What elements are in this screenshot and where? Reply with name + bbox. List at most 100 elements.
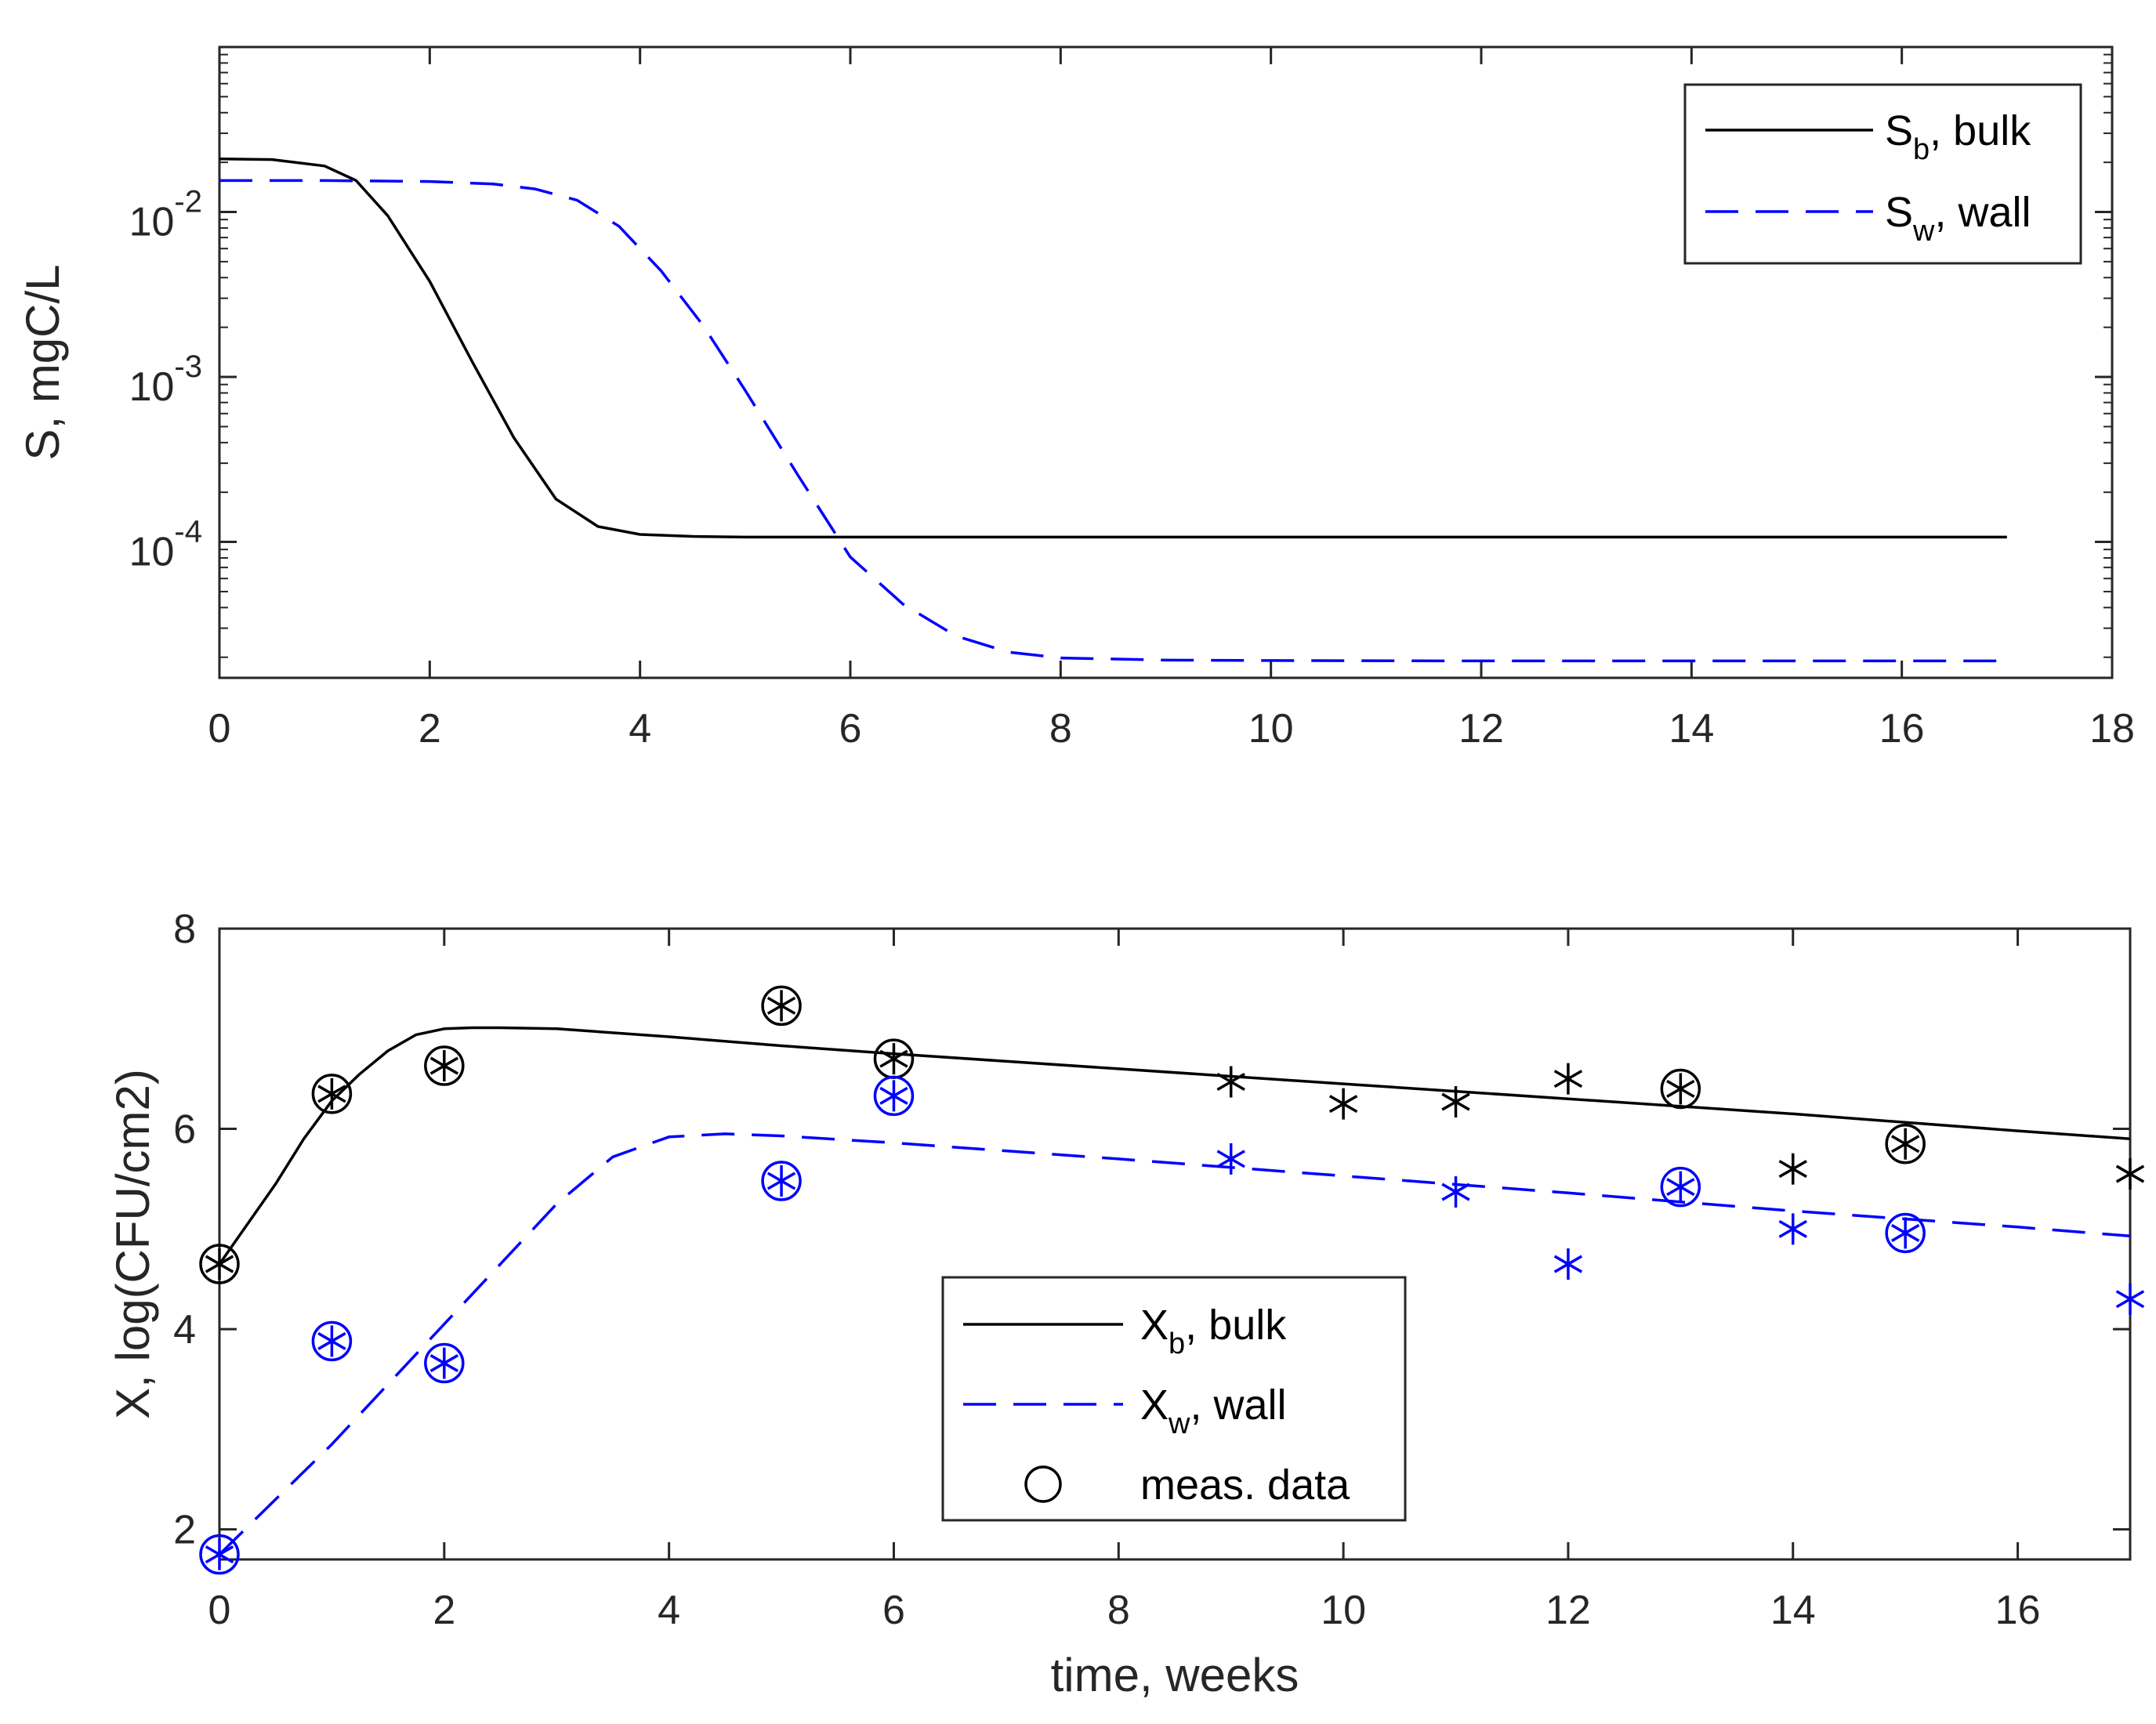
bottom-meas-bulk-point-star-stroke: [205, 1255, 234, 1273]
top-xtick-label: 14: [1669, 706, 1714, 752]
bottom-meas-bulk-point: [1216, 1066, 1245, 1098]
bottom-meas-bulk-point: [311, 1074, 353, 1114]
bottom-meas-bulk-point-star-stroke: [879, 1049, 908, 1068]
bottom-meas-wall-point-star-stroke: [1890, 1223, 1920, 1242]
bottom-meas-wall-point-circle: [761, 1161, 802, 1201]
top-xtick-label: 12: [1458, 706, 1504, 752]
bottom-xtick-label: 0: [208, 1588, 231, 1633]
bottom-legend-marker: [1024, 1465, 1062, 1503]
bottom-meas-bulk-point-star-stroke: [1666, 1079, 1695, 1098]
bottom-meas-bulk-point-star-stroke: [1216, 1072, 1245, 1092]
bottom-meas-wall-point-circle: [424, 1342, 465, 1384]
bottom-meas-wall-point-star-stroke: [1441, 1183, 1470, 1201]
bottom-xtick-label: 6: [882, 1588, 905, 1633]
bottom-meas-bulk-point: [1778, 1153, 1807, 1185]
bottom-xtick-label: 4: [658, 1588, 680, 1633]
top-ytick-label: 10-3: [129, 350, 202, 410]
bottom-meas-bulk-point-star-stroke: [1441, 1092, 1470, 1111]
top-xtick-label: 10: [1248, 706, 1294, 752]
bottom-meas-wall-point: [761, 1161, 802, 1201]
bottom-meas-bulk-point: [2115, 1158, 2145, 1190]
top-plot: 0 2 4 6 8 10 12 14 16 18 10-2 10-3 10-4 S, mgC/L Sb, b…: [16, 45, 2135, 752]
bottom-meas-wall-point-star-stroke: [1216, 1150, 1245, 1168]
bottom-meas-bulk-point: [1660, 1068, 1701, 1110]
bottom-meas-wall-point: [1441, 1176, 1470, 1208]
top-series-w-line: [219, 179, 2007, 663]
bottom-xtick-label: 16: [1995, 1588, 2041, 1633]
bottom-meas-wall-point-star-stroke: [1553, 1255, 1583, 1273]
bottom-meas-bulk-point-star-stroke: [1328, 1095, 1358, 1114]
bottom-legend-label-data: meas. data: [1140, 1461, 1350, 1508]
bottom-meas-bulk-point-star-stroke: [429, 1056, 459, 1075]
top-ytick-label: 10-4: [129, 515, 202, 575]
bottom-meas-wall-point: [1553, 1248, 1583, 1280]
bottom-ytick-label: 8: [173, 907, 196, 952]
bottom-meas-bulk-point-star-stroke: [317, 1085, 346, 1103]
bottom-ylabel: X, log(CFU/cm2): [107, 1069, 159, 1419]
bottom-meas-bulk-point-star-stroke: [766, 996, 796, 1015]
bottom-xtick-label: 2: [433, 1588, 455, 1633]
top-xtick-label: 0: [208, 706, 231, 752]
bottom-meas-bulk-point-circle: [199, 1244, 240, 1284]
bottom-meas-wall-point-star-stroke: [766, 1172, 796, 1190]
bottom-xtick-label: 8: [1107, 1588, 1130, 1633]
top-legend-label-b: Sb, bulk: [1885, 107, 2031, 166]
bottom-meas-bulk-point-circle: [311, 1074, 353, 1114]
bottom-meas-wall-point: [1216, 1143, 1245, 1175]
bottom-meas-wall-point-circle: [311, 1320, 353, 1362]
top-legend-box: [1683, 83, 2082, 265]
bottom-meas-wall-point: [2115, 1283, 2145, 1315]
top-xtick-label: 6: [839, 706, 862, 752]
bottom-meas-wall-point-star-stroke: [1778, 1219, 1807, 1238]
bottom-meas-bulk-point-circle: [761, 985, 802, 1027]
top-legend-label-w: Sw, wall: [1885, 189, 2031, 248]
bottom-meas-wall-point: [424, 1342, 465, 1384]
bottom-meas-bulk-point-star-stroke: [1890, 1135, 1920, 1154]
bottom-meas-bulk-point: [424, 1045, 465, 1086]
top-ylabel: S, mgC/L: [16, 264, 69, 460]
top-axes-frame: [218, 45, 2114, 679]
bottom-meas-bulk-point: [199, 1244, 240, 1284]
bottom-meas-wall-point: [1885, 1212, 1926, 1254]
bottom-xlabel: time, weeks: [1051, 1649, 1299, 1701]
bottom-legend: Xb, bulk Xw, wall meas. data: [941, 1276, 1407, 1522]
bottom-meas-wall-point-circle: [1885, 1212, 1926, 1254]
top-xtick-label: 18: [2089, 706, 2135, 752]
bottom-series-w-line: [218, 1132, 2131, 1556]
bottom-meas-bulk-point-circle: [1885, 1123, 1926, 1164]
bottom-meas-wall-point-star-stroke: [429, 1354, 459, 1373]
bottom-meas-bulk-point: [1553, 1063, 1583, 1095]
bottom-meas-bulk-point: [1328, 1088, 1358, 1120]
bottom-meas-wall-point-star-stroke: [205, 1545, 234, 1564]
top-xtick-label: 4: [629, 706, 651, 752]
bottom-meas-wall-point-circle: [199, 1534, 240, 1575]
bottom-xtick-label: 10: [1321, 1588, 1366, 1633]
top-legend: Sb, bulk Sw, wall: [1683, 83, 2082, 265]
bottom-series-b-line: [218, 1026, 2131, 1266]
bottom-meas-wall-point-star-stroke: [317, 1331, 346, 1350]
bottom-meas-bulk-point-star-stroke: [1553, 1070, 1583, 1088]
bottom-meas-bulk-point: [1441, 1086, 1470, 1118]
top-xtick-label: 8: [1049, 706, 1072, 752]
bottom-meas-wall-point-circle: [1660, 1166, 1701, 1208]
bottom-meas-bulk-point-star-stroke: [1778, 1160, 1807, 1179]
bottom-meas-wall-point-circle: [873, 1075, 915, 1117]
bottom-meas-bulk-point-star-stroke: [2115, 1164, 2145, 1183]
bottom-meas-bulk-point: [761, 985, 802, 1027]
top-xtick-label: 16: [1879, 706, 1925, 752]
bottom-meas-wall-point-star-stroke: [2115, 1290, 2145, 1309]
top-series-b-line: [219, 157, 2007, 539]
bottom-legend-label-b: Xb, bulk: [1140, 1302, 1287, 1360]
bottom-meas-wall-point-star-stroke: [1666, 1178, 1695, 1197]
bottom-meas-wall-point: [873, 1075, 915, 1117]
bottom-meas-wall-point-star-stroke: [879, 1086, 908, 1105]
bottom-meas-bulk-point-circle: [1660, 1068, 1701, 1110]
bottom-legend-label-w: Xw, wall: [1140, 1382, 1287, 1440]
bottom-ytick-label: 2: [173, 1508, 196, 1553]
bottom-meas-bulk-point: [1885, 1123, 1926, 1164]
bottom-meas-wall-point: [1778, 1213, 1807, 1245]
top-ytick-label: 10-2: [129, 185, 202, 245]
bottom-xtick-label: 14: [1770, 1588, 1816, 1633]
